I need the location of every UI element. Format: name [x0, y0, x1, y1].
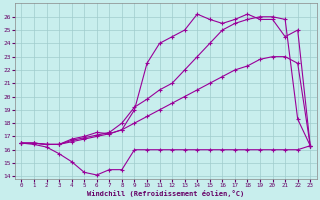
X-axis label: Windchill (Refroidissement éolien,°C): Windchill (Refroidissement éolien,°C): [87, 190, 244, 197]
